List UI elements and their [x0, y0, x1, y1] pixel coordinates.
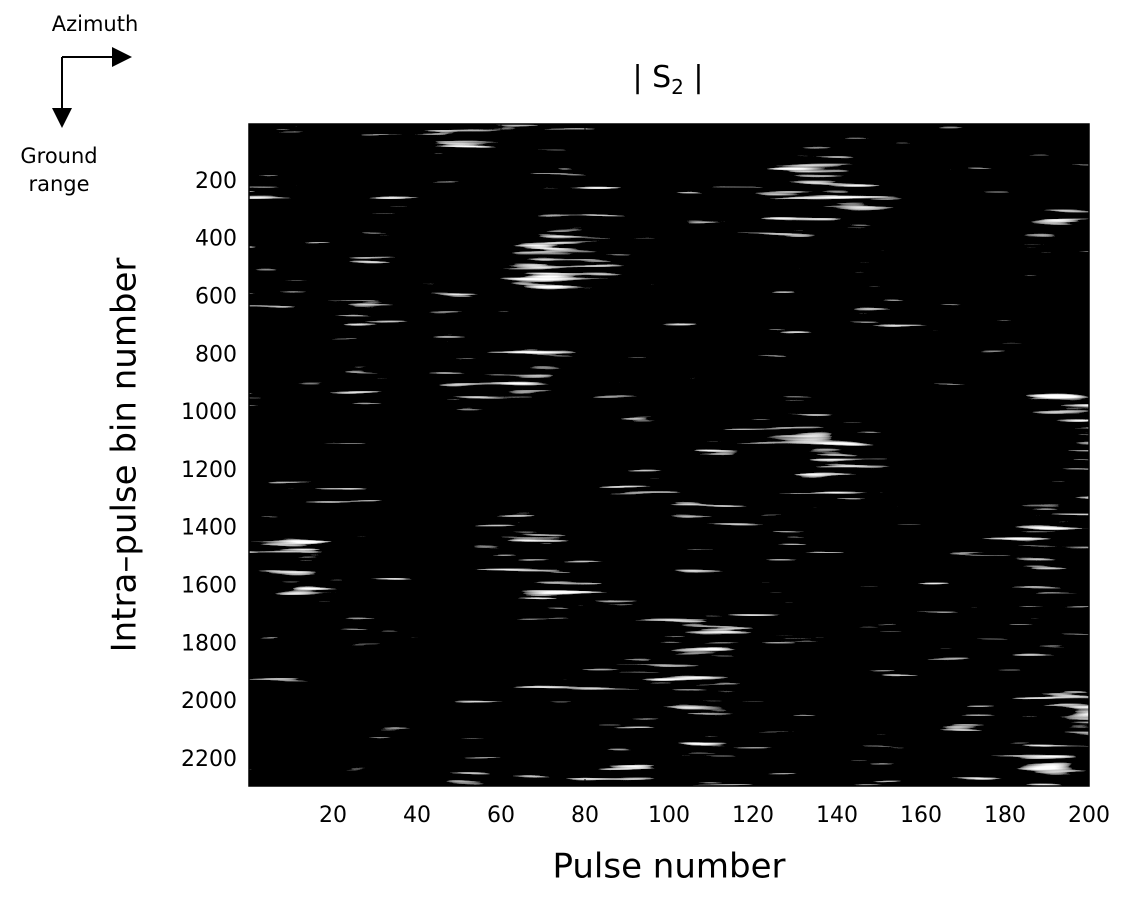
chart-title: | S2 |	[632, 60, 703, 99]
x-tick-label: 20	[319, 803, 347, 828]
y-tick-label: 1400	[181, 516, 237, 541]
y-tick-label: 800	[195, 342, 237, 367]
y-tick-label: 400	[195, 227, 237, 252]
y-tick-label: 2000	[181, 689, 237, 714]
y-tick-label: 1600	[181, 574, 237, 599]
y-axis-label: Intra–pulse bin number	[105, 258, 145, 653]
x-tick-label: 180	[984, 803, 1026, 828]
image-texture	[249, 124, 1089, 786]
annotation: Ground range	[20, 144, 98, 196]
y-tick-label: 1200	[181, 458, 237, 483]
x-tick-label: 40	[403, 803, 431, 828]
y-tick-label: 600	[195, 284, 237, 309]
x-axis-label: Pulse number	[552, 847, 785, 887]
x-tick-label: 160	[900, 803, 942, 828]
x-tick-label: 100	[648, 803, 690, 828]
x-tick-label: 120	[732, 803, 774, 828]
x-tick-label: 140	[816, 803, 858, 828]
y-tick-label: 1000	[181, 400, 237, 425]
y-tick-label: 200	[195, 169, 237, 194]
y-tick-label: 1800	[181, 631, 237, 656]
x-tick-label: 80	[571, 803, 599, 828]
annotation: Azimuth	[51, 12, 139, 36]
y-tick-label: 2200	[181, 747, 237, 772]
x-tick-label: 200	[1068, 803, 1110, 828]
x-tick-label: 60	[487, 803, 515, 828]
